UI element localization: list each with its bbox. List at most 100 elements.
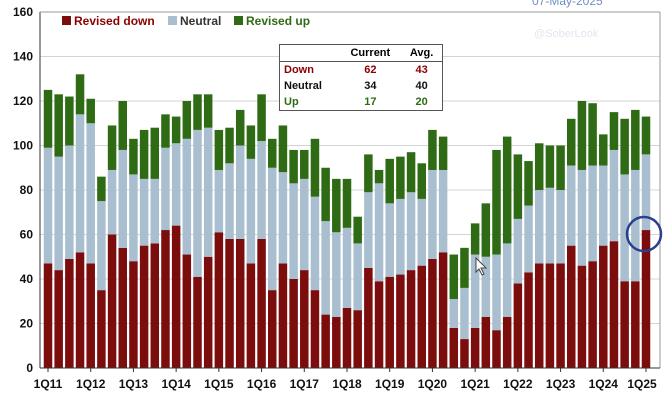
x-tick-label: 1Q25	[627, 377, 657, 391]
y-tick-label: 60	[20, 228, 34, 242]
legend-swatch-down	[62, 16, 71, 25]
bar-down	[65, 258, 74, 368]
bar-neutral	[556, 190, 565, 264]
bar-neutral	[502, 243, 512, 317]
x-tick-label: 1Q12	[76, 377, 106, 391]
x-tick-label: 1Q11	[34, 377, 63, 391]
y-tick-label: 160	[13, 5, 33, 19]
bar-neutral	[193, 129, 202, 277]
bar-up	[268, 138, 277, 168]
x-tick-label: 1Q13	[119, 377, 149, 391]
bar-down	[502, 316, 512, 368]
bar-neutral	[203, 127, 213, 257]
bar-down	[246, 263, 256, 368]
bar-down	[268, 290, 277, 369]
bar-down	[150, 243, 160, 368]
table-cell-current: 34	[364, 80, 377, 92]
bar-neutral	[86, 123, 95, 264]
bar-neutral	[641, 154, 651, 231]
bar-neutral	[161, 147, 170, 231]
bar-neutral	[620, 174, 629, 282]
legend-swatch-neutral	[168, 16, 177, 25]
bar-up	[524, 161, 533, 206]
y-tick-label: 40	[20, 272, 34, 286]
bar-neutral	[460, 287, 469, 340]
bar-up	[428, 129, 437, 170]
bar-neutral	[257, 141, 266, 239]
x-tick-label: 1Q22	[503, 377, 533, 391]
bar-up	[460, 247, 469, 288]
bar-neutral	[332, 232, 341, 317]
bar-up	[150, 127, 160, 179]
table-header-avg: Avg.	[401, 44, 443, 62]
bar-up	[364, 154, 373, 193]
bar-up	[310, 138, 320, 197]
bar-up	[342, 178, 352, 228]
x-tick-label: 1Q15	[204, 377, 234, 391]
legend-swatch-up	[234, 16, 243, 25]
bar-up	[385, 158, 394, 204]
bar-up	[534, 143, 544, 190]
y-tick-label: 20	[20, 317, 34, 331]
bar-up	[353, 216, 362, 244]
bar-neutral	[385, 203, 394, 277]
bar-up	[577, 101, 587, 170]
bar-up	[54, 94, 63, 157]
bar-down	[524, 272, 533, 368]
bar-up	[289, 149, 298, 184]
bar-neutral	[492, 254, 501, 331]
bar-down	[86, 263, 95, 368]
bar-neutral	[524, 205, 533, 273]
bar-down	[556, 263, 565, 368]
bar-up	[332, 178, 341, 233]
bar-neutral	[235, 145, 245, 239]
bar-up	[492, 149, 501, 255]
bar-down	[300, 270, 309, 368]
bar-down	[470, 327, 480, 368]
bar-up	[246, 125, 256, 159]
bar-down	[353, 310, 362, 368]
bar-up	[107, 125, 117, 170]
bar-up	[171, 116, 181, 144]
bar-up	[556, 145, 565, 190]
table-header-blank	[279, 44, 340, 62]
bar-down	[588, 261, 597, 368]
bar-neutral	[534, 190, 544, 264]
table-row-label: Down	[284, 64, 314, 76]
bar-up	[641, 116, 651, 155]
legend-label-down: Revised down	[74, 14, 155, 28]
bar-down	[567, 245, 576, 369]
summary-table: Current Avg. Down 62 43 Neutral 34 40 Up…	[279, 44, 443, 111]
bar-up	[502, 136, 512, 244]
bar-neutral	[567, 165, 576, 246]
bar-neutral	[107, 169, 117, 235]
bar-down	[641, 230, 651, 368]
bar-neutral	[75, 114, 85, 253]
bar-up	[588, 103, 597, 166]
y-tick-label: 120	[13, 94, 33, 108]
bar-up	[470, 223, 480, 255]
bar-down	[577, 265, 587, 368]
bar-neutral	[246, 158, 256, 264]
bar-down	[599, 245, 608, 369]
bar-neutral	[300, 178, 309, 271]
bar-down	[513, 283, 523, 368]
table-cell-avg: 40	[415, 80, 428, 92]
bar-up	[609, 112, 619, 150]
bar-down	[161, 230, 170, 368]
bar-neutral	[321, 221, 330, 315]
bar-neutral	[428, 169, 437, 259]
bar-down	[374, 281, 384, 368]
table-row-up: Up 17 20	[280, 94, 443, 111]
bar-up	[203, 94, 213, 128]
bar-up	[620, 118, 629, 175]
table-row-label: Up	[284, 96, 299, 108]
bar-up	[214, 129, 224, 170]
bar-neutral	[449, 299, 459, 328]
bar-down	[609, 241, 619, 368]
bar-up	[97, 176, 106, 202]
bar-down	[257, 238, 266, 368]
bar-up	[438, 136, 448, 170]
bar-neutral	[364, 192, 373, 268]
